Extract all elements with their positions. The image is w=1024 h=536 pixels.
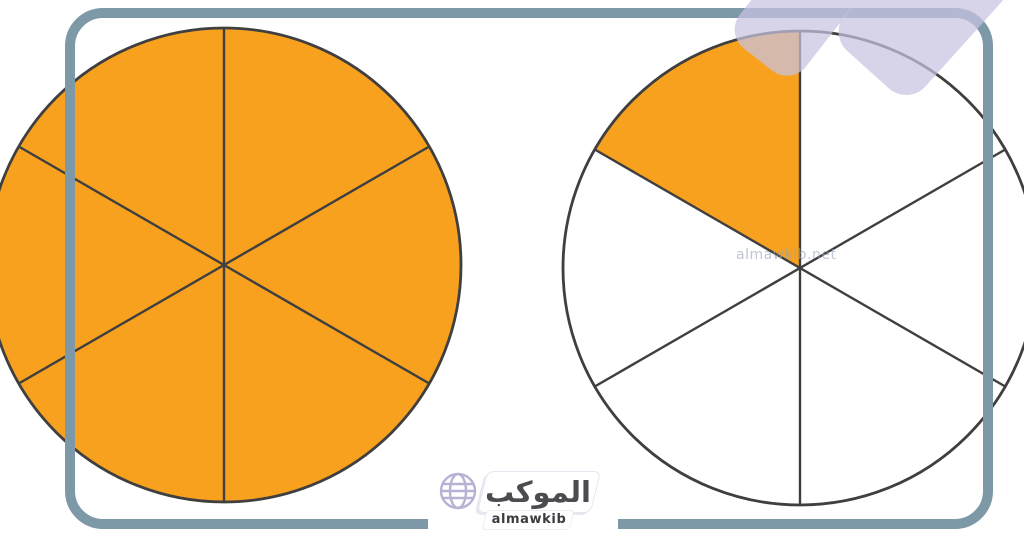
- logo-latin-text: almawkib: [491, 512, 567, 527]
- filled-sector: [0, 146, 224, 384]
- circle-outline: [0, 26, 463, 504]
- sector-divider-line: [18, 145, 430, 385]
- globe-icon: [439, 472, 477, 510]
- filled-sector: [594, 31, 800, 268]
- sector-divider-line: [594, 148, 1006, 388]
- watermark-text: almawkib.net: [736, 247, 837, 263]
- filled-sector: [224, 27, 430, 265]
- filled-sector: [224, 146, 461, 384]
- right-circle-one-sixth: [561, 29, 1024, 507]
- left-circle-six-sixths: [0, 26, 463, 504]
- filled-sector: [224, 265, 430, 502]
- logo-arabic-text: الموكب: [484, 474, 592, 509]
